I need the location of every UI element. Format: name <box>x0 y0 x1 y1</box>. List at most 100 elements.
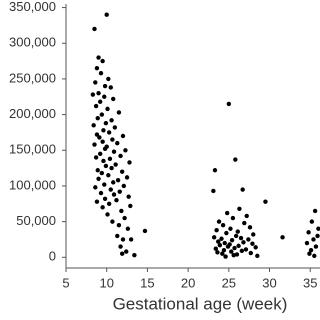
point <box>224 230 229 236</box>
point <box>120 237 126 242</box>
point <box>94 199 100 204</box>
point <box>312 253 317 259</box>
point <box>125 226 131 231</box>
point <box>217 242 223 248</box>
point <box>106 130 112 135</box>
point <box>142 228 148 234</box>
point <box>115 233 120 239</box>
point <box>215 250 220 255</box>
point <box>229 237 235 243</box>
point <box>93 80 98 85</box>
point <box>211 188 216 194</box>
point <box>132 252 137 258</box>
point <box>93 185 98 190</box>
point <box>111 149 117 154</box>
point <box>118 153 123 159</box>
point <box>239 248 245 254</box>
y-tick-label: 250,000 <box>9 70 56 85</box>
point <box>126 194 131 199</box>
point <box>306 230 311 235</box>
point <box>235 229 240 234</box>
point <box>93 155 99 160</box>
point <box>230 215 236 221</box>
y-tick-label: 350,000 <box>9 0 56 14</box>
point <box>222 240 227 246</box>
point <box>115 178 121 183</box>
point <box>113 162 118 167</box>
point <box>102 94 107 99</box>
point <box>231 252 236 258</box>
point <box>313 244 319 249</box>
point <box>216 239 221 244</box>
point <box>95 115 100 121</box>
point <box>106 76 111 82</box>
point <box>108 85 113 90</box>
x-tick-label: 25 <box>222 275 236 290</box>
point <box>214 227 219 233</box>
point <box>211 235 217 240</box>
point <box>106 201 112 206</box>
point <box>107 156 113 162</box>
point <box>213 246 218 251</box>
point <box>110 219 115 224</box>
point <box>233 233 239 239</box>
point <box>127 160 132 165</box>
point <box>97 135 102 140</box>
point <box>95 168 100 173</box>
point <box>100 58 105 64</box>
point <box>119 251 125 256</box>
point <box>240 187 245 192</box>
y-tick-label: 100,000 <box>9 177 56 192</box>
point <box>103 163 109 169</box>
point <box>224 210 230 216</box>
point <box>93 103 99 109</box>
point <box>241 240 246 245</box>
point <box>102 196 108 201</box>
point <box>315 233 320 239</box>
point <box>238 235 244 241</box>
point <box>100 139 105 144</box>
point <box>114 198 119 203</box>
point <box>124 249 129 254</box>
point <box>111 192 117 197</box>
point <box>97 151 103 157</box>
point <box>223 254 228 259</box>
point <box>109 165 114 171</box>
point <box>108 187 113 192</box>
point <box>248 250 254 256</box>
point <box>104 12 109 17</box>
point <box>309 219 315 224</box>
x-tick-label: 35 <box>303 275 317 290</box>
point <box>120 133 126 139</box>
point <box>91 123 96 128</box>
y-tick-label: 150,000 <box>9 142 56 157</box>
point <box>90 92 96 97</box>
point <box>109 118 114 123</box>
y-tick-label: 300,000 <box>9 35 56 50</box>
point <box>233 157 238 162</box>
point <box>212 168 218 173</box>
point <box>225 244 231 249</box>
point <box>102 182 107 187</box>
point <box>111 180 116 185</box>
point <box>101 158 106 164</box>
point <box>219 236 224 241</box>
point <box>103 120 109 126</box>
point <box>124 175 130 180</box>
point <box>237 206 242 211</box>
y-tick-label: 0 <box>49 249 56 264</box>
point <box>216 219 222 224</box>
x-axis-label: Gestational age (week) <box>113 294 288 313</box>
point <box>246 237 251 242</box>
point <box>112 125 118 130</box>
point <box>106 173 111 178</box>
point <box>98 71 104 76</box>
point <box>115 140 120 146</box>
point <box>236 243 241 249</box>
point <box>247 225 253 230</box>
point <box>116 222 122 228</box>
point <box>232 245 237 251</box>
point <box>110 137 115 142</box>
point <box>229 249 234 254</box>
point <box>242 220 247 226</box>
